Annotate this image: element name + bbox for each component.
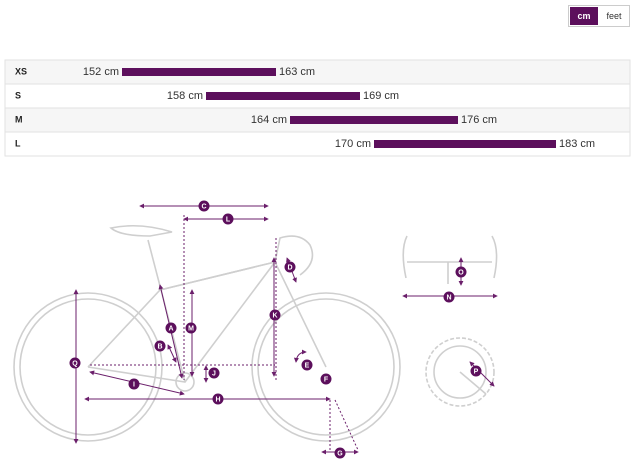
label-badge [69, 357, 81, 369]
label-badge [455, 266, 467, 278]
size-label: L [15, 138, 21, 148]
dimension-label: Q [72, 360, 78, 367]
min-height-label: 170 cm [335, 138, 371, 150]
height-range-bar [206, 92, 360, 100]
label-badge [301, 359, 313, 371]
dimension-label: M [188, 325, 194, 332]
height-range-bar [122, 68, 276, 76]
dimension-label: K [272, 312, 277, 319]
size-table: XS 152 cm 163 cm S 158 cm 169 cm M 164 cm 176 cm… [4, 59, 631, 157]
label-badge [154, 340, 166, 352]
label-badge [185, 322, 197, 334]
dimension-label: N [446, 294, 451, 301]
unit-toggle: cm feet [568, 5, 630, 27]
max-height-label: 176 cm [461, 114, 497, 126]
label-badge [128, 378, 140, 390]
dimension-label: D [287, 264, 292, 271]
toggle-button[interactable] [600, 7, 628, 25]
dimension-label: F [324, 376, 329, 383]
label-badge [443, 291, 455, 303]
max-height-label: 183 cm [559, 138, 595, 150]
toggle-label[interactable]: cm [577, 11, 590, 21]
label-badge [284, 261, 296, 273]
dimension-label: I [133, 381, 135, 388]
min-height-label: 152 cm [83, 66, 119, 78]
dimension-label: E [305, 362, 310, 369]
height-range-bar [290, 116, 458, 124]
label-badge [222, 213, 234, 225]
dimension-label: J [212, 370, 216, 377]
dimension-label: O [458, 269, 464, 276]
dimension-label: P [474, 368, 479, 375]
label-badge [208, 367, 220, 379]
dimension-label: G [337, 450, 343, 457]
label-badge [320, 373, 332, 385]
dimension-label: L [226, 216, 231, 223]
min-height-label: 158 cm [167, 90, 203, 102]
dimension-label: H [215, 396, 220, 403]
dimension-label: A [168, 325, 173, 332]
table-row [4, 59, 631, 85]
min-height-label: 164 cm [251, 114, 287, 126]
size-label: M [15, 114, 23, 124]
size-label: XS [15, 66, 27, 76]
bike-diagram [13, 203, 498, 455]
label-badge [198, 200, 210, 212]
label-badge [165, 322, 177, 334]
label-badge [212, 393, 224, 405]
label-badge [269, 309, 281, 321]
max-height-label: 169 cm [363, 90, 399, 102]
max-height-label: 163 cm [279, 66, 315, 78]
toggle-button[interactable] [570, 7, 598, 25]
label-badge [470, 365, 482, 377]
dimension-label: C [201, 203, 206, 210]
label-badge [334, 447, 346, 459]
height-range-bar [374, 140, 556, 148]
toggle-label[interactable]: feet [606, 11, 622, 21]
dimension-label: B [157, 343, 162, 350]
size-label: S [15, 90, 21, 100]
dimension-labels: C L D A M K B E J F Q I H G O N P [69, 200, 482, 459]
